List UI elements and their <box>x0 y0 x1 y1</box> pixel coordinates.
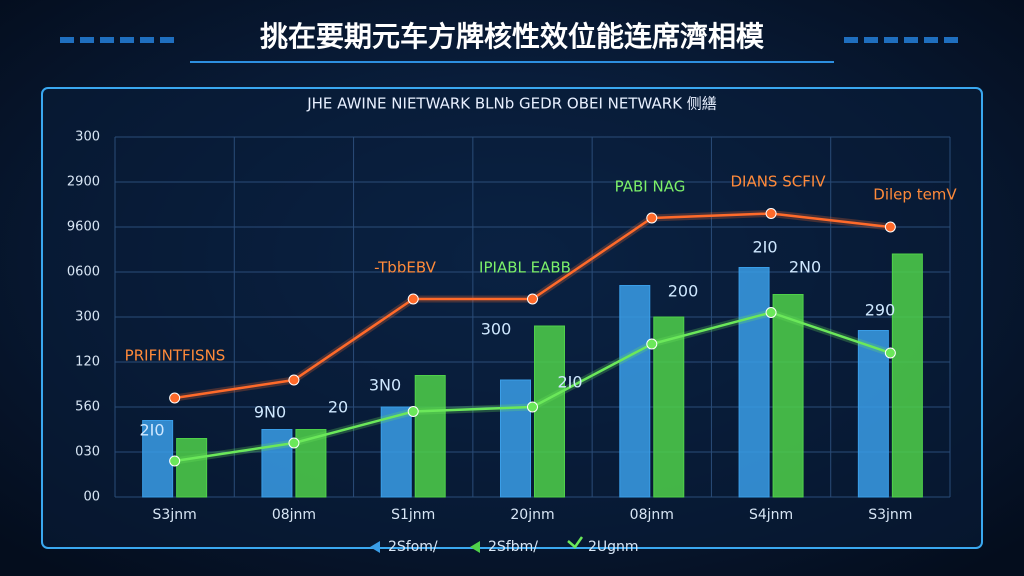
bar <box>176 438 208 498</box>
line-point <box>527 401 538 413</box>
line-point <box>169 392 181 404</box>
bar <box>142 420 174 498</box>
x-tick-label: 20jnm <box>510 507 554 523</box>
legend-label: 2Sfom/ <box>388 539 438 555</box>
annotation: 2I0 <box>752 238 777 257</box>
annotation: 2N0 <box>789 258 821 277</box>
y-tick-label: 560 <box>75 400 100 415</box>
y-tick-label: 300 <box>75 130 100 145</box>
y-tick-label: 2900 <box>67 175 100 190</box>
bar <box>380 406 412 498</box>
annotation: 200 <box>668 282 699 301</box>
x-tick-label: S4jnm <box>749 507 793 523</box>
y-tick-label: 9600 <box>67 220 100 235</box>
bar <box>772 294 804 498</box>
y-tick-label: 00 <box>83 490 100 505</box>
annotation: Dilep temV <box>873 186 957 204</box>
annotation: 2I0 <box>557 373 582 392</box>
line-point <box>407 406 419 417</box>
annotation: 9N0 <box>254 403 286 422</box>
legend-marker <box>567 536 584 549</box>
y-tick-label: 300 <box>75 310 100 325</box>
line-point <box>884 347 896 359</box>
y-tick-label: 0600 <box>67 265 100 280</box>
line-point <box>765 208 777 219</box>
line-point <box>288 374 300 386</box>
legend-marker <box>370 541 380 553</box>
x-tick-label: S3jnm <box>868 507 912 523</box>
legend-marker <box>470 541 480 553</box>
line-point <box>646 338 658 350</box>
bar <box>534 325 565 498</box>
bar <box>857 330 889 498</box>
x-tick-label: 08jnm <box>272 507 316 523</box>
annotation: 20 <box>328 398 348 417</box>
annotation: -TbbEBV <box>374 259 437 277</box>
annotation: IPIABL EABB <box>479 259 571 277</box>
line-point <box>288 437 300 449</box>
y-tick-label: 030 <box>75 445 100 460</box>
x-tick-label: S1jnm <box>391 507 435 523</box>
bar <box>414 375 446 498</box>
line-point <box>765 307 777 318</box>
bar <box>738 267 770 498</box>
chart-title: 挑在要期元车方牌核性效位能连席濟相模 <box>260 20 765 53</box>
bar <box>619 285 651 498</box>
line-point <box>407 293 419 305</box>
annotation: 290 <box>865 301 896 320</box>
legend-label: 2Sfbm/ <box>488 539 538 555</box>
annotation: PRIFINTFISNS <box>125 347 226 365</box>
bar <box>891 253 923 498</box>
annotation: PABI NAG <box>615 178 686 196</box>
bar <box>500 379 531 498</box>
x-tick-label: 08jnm <box>630 507 674 523</box>
line-point <box>527 293 538 305</box>
x-tick-label: S3jnm <box>153 507 197 523</box>
y-tick-label: 120 <box>75 355 100 370</box>
line-point <box>884 221 896 233</box>
bar <box>261 429 293 498</box>
legend-label: 2Ugnm <box>588 539 639 555</box>
annotation: DIANS SCFIV <box>730 173 826 191</box>
bar <box>653 316 685 498</box>
annotation: 300 <box>481 320 512 339</box>
line-point <box>169 455 181 467</box>
annotation: 2I0 <box>139 421 164 440</box>
chart-subtitle: JHE AWINE NIETWARK BLNb GEDR OBEI NETWAR… <box>306 95 717 113</box>
annotation: 3N0 <box>369 376 401 395</box>
line-point <box>646 212 658 224</box>
